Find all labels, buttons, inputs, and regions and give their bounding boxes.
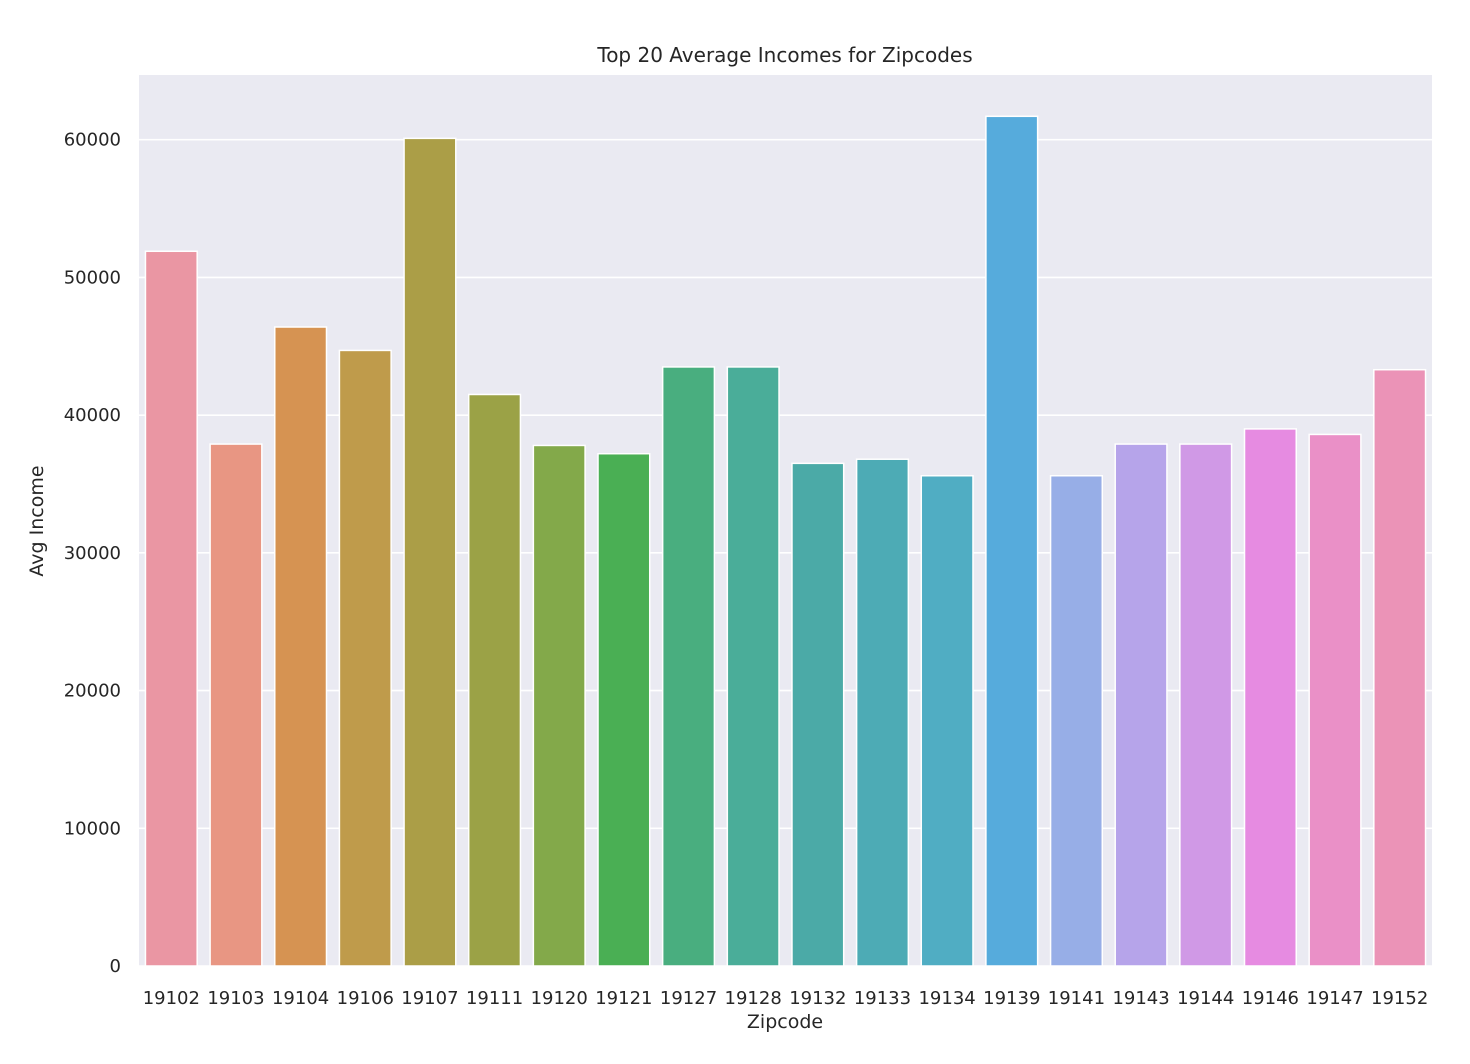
x-tick-label: 19144 — [1177, 988, 1234, 1009]
bar-19143 — [1114, 443, 1168, 967]
y-tick-label: 10000 — [64, 818, 121, 839]
bar-19139 — [985, 115, 1039, 967]
x-tick-label: 19127 — [660, 988, 717, 1009]
bar-19127 — [661, 366, 716, 967]
y-tick-label: 30000 — [64, 543, 121, 564]
x-tick-label: 19107 — [401, 988, 458, 1009]
bar-19141 — [1049, 474, 1104, 967]
bar-19107 — [403, 137, 457, 967]
x-tick-label: 19132 — [789, 988, 846, 1009]
x-tick-label: 19143 — [1112, 988, 1169, 1009]
bar-19147 — [1308, 433, 1362, 967]
x-tick-label: 19147 — [1306, 988, 1363, 1009]
y-axis-label: Avg Income — [26, 465, 48, 576]
x-tick-label: 19152 — [1371, 988, 1428, 1009]
y-tick-label: 50000 — [64, 267, 121, 288]
x-tick-label: 19104 — [272, 988, 329, 1009]
bars — [144, 115, 1427, 967]
x-axis-ticks: 19102 19103 19104 19106 19107 19111 19120 19121… — [143, 988, 1429, 1009]
y-tick-label: 0 — [110, 956, 121, 977]
bar-19134 — [920, 474, 974, 967]
bar-19144 — [1179, 443, 1233, 967]
x-tick-label: 19133 — [854, 988, 911, 1009]
x-tick-label: 19103 — [207, 988, 264, 1009]
x-tick-label: 19111 — [466, 988, 523, 1009]
bar-19146 — [1243, 428, 1297, 967]
x-tick-label: 19134 — [918, 988, 975, 1009]
x-tick-label: 19128 — [725, 988, 782, 1009]
bar-19106 — [338, 349, 392, 967]
bar-19120 — [532, 444, 586, 967]
bar-19133 — [855, 458, 910, 967]
x-axis-label: Zipcode — [747, 1011, 823, 1033]
x-tick-label: 19121 — [595, 988, 652, 1009]
y-tick-label: 20000 — [64, 681, 121, 702]
x-tick-label: 19139 — [983, 988, 1040, 1009]
x-tick-label: 19102 — [143, 988, 200, 1009]
y-tick-label: 60000 — [64, 130, 121, 151]
bar-19132 — [791, 462, 845, 967]
y-tick-label: 40000 — [64, 405, 121, 426]
bar-19121 — [597, 452, 651, 967]
y-axis-ticks: 0 10000 20000 30000 40000 50000 60000 — [64, 130, 121, 977]
bar-19128 — [726, 366, 780, 967]
bar-19111 — [467, 393, 522, 967]
bar-19104 — [274, 326, 328, 967]
bar-19152 — [1373, 368, 1427, 967]
bar-19103 — [209, 443, 263, 967]
x-tick-label: 19141 — [1048, 988, 1105, 1009]
x-tick-label: 19146 — [1242, 988, 1299, 1009]
bar-19102 — [144, 250, 198, 967]
plot-area — [139, 75, 1432, 966]
x-tick-label: 19106 — [337, 988, 394, 1009]
chart-title: Top 20 Average Incomes for Zipcodes — [596, 43, 972, 67]
x-tick-label: 19120 — [531, 988, 588, 1009]
